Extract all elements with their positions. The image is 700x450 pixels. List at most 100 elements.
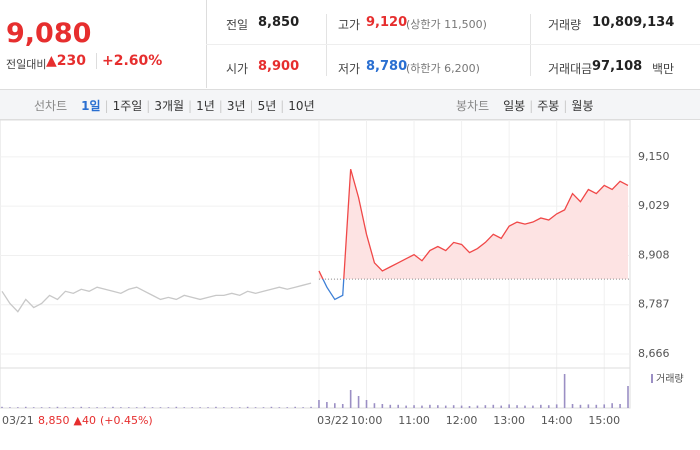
volume-bar (460, 405, 463, 408)
y-tick-label: 8,787 (638, 298, 670, 311)
volume-bar (484, 405, 487, 408)
x-tick-label: 03/21 (2, 414, 34, 427)
tab[interactable]: 1년 (196, 99, 215, 113)
stat-label: 전일 (226, 18, 249, 32)
volume-bar (127, 407, 130, 408)
volume-bar (302, 407, 304, 408)
price-box: 9,080 전일대비 ▲230 +2.60% (0, 0, 207, 88)
volume-bar (603, 404, 606, 408)
prev-line (1, 282, 312, 313)
volume-bar (397, 404, 400, 408)
candle-tabs: 봉차트 일봉 | 주봉 | 월봉 (456, 97, 594, 114)
tab[interactable]: 1주일 (112, 99, 143, 113)
change-rate: +2.60% (96, 53, 162, 69)
volume-bar (500, 405, 503, 408)
volume-bar (230, 407, 233, 408)
price: 9,080 (6, 18, 92, 49)
volume-bar (492, 404, 495, 408)
volume-bar (413, 405, 415, 408)
volume-bar (270, 406, 273, 408)
tab[interactable]: 3개월 (154, 99, 185, 113)
tab[interactable]: 3년 (226, 99, 246, 113)
volume-bar (421, 405, 423, 408)
tab[interactable]: 10년 (288, 99, 315, 113)
volume-bar (207, 407, 209, 408)
volume-bar (587, 404, 590, 408)
volume-bar (294, 406, 296, 408)
volume-bar (286, 407, 289, 408)
volume-bar (555, 404, 558, 408)
y-tick-label: 9,150 (638, 150, 670, 163)
volume-bar (508, 404, 510, 408)
volume-bar (223, 407, 225, 408)
volume-bar (437, 405, 439, 408)
y-tick-label: 8,666 (638, 347, 670, 360)
volume-bar (357, 396, 360, 408)
volume-bar (88, 407, 90, 408)
stat-note: (하한가 6,200) (406, 62, 480, 75)
change: ▲230 (46, 53, 86, 69)
volume-bar (326, 402, 328, 408)
summary-change: ▲40 (74, 414, 96, 427)
stat-value: 97,108 (592, 59, 643, 74)
tab[interactable]: 월봉 (571, 99, 594, 113)
volume-bar (349, 390, 352, 408)
stat-label: 거래대금 (548, 62, 593, 76)
volume-bar (476, 405, 479, 408)
plot-frame (0, 120, 631, 409)
legend-label: 거래량 (656, 373, 684, 385)
volume-bar (40, 407, 43, 408)
volume-bar (56, 406, 59, 408)
divider (326, 14, 327, 76)
x-tick-label: 14:00 (541, 414, 573, 427)
summary-rate: (+0.45%) (100, 414, 153, 427)
today-line (318, 168, 629, 280)
stat-label: 거래량 (548, 18, 582, 32)
volume-bar (524, 405, 526, 408)
volume-bar (579, 404, 582, 408)
stat-label: 저가 (338, 62, 361, 76)
tab[interactable]: 5년 (257, 99, 277, 113)
volume-bar (310, 406, 312, 408)
volume-bar (405, 405, 407, 408)
tab-group-label: 선차트 (34, 99, 68, 113)
volume-bar (159, 407, 162, 408)
volume-bar (365, 400, 368, 408)
volume-bar (167, 407, 170, 408)
area (318, 169, 628, 280)
tab[interactable]: 1일 (81, 99, 101, 113)
volume-bar (104, 407, 106, 408)
tab-separator: | (249, 99, 254, 113)
x-tick-label: 11:00 (398, 414, 430, 427)
tab[interactable]: 주봉 (537, 99, 560, 113)
tab[interactable]: 일봉 (503, 99, 526, 113)
tab-bar: 선차트 1일 | 1주일 | 3개월 | 1년 | 3년 | 5년 | 10년 봉차트 일봉 | 주봉 | 월봉 (0, 89, 700, 120)
volume-bar (262, 407, 265, 408)
stat-value: 9,120 (366, 15, 408, 30)
volume-bar (389, 404, 392, 408)
tab-separator: | (563, 99, 568, 113)
y-tick-label: 9,029 (638, 199, 670, 212)
summary-close: 8,850 (38, 414, 70, 427)
x-tick-label: 10:00 (351, 414, 383, 427)
tab-group-label: 봉차트 (456, 99, 490, 113)
volume-bar (532, 405, 534, 408)
volume-bar (540, 404, 542, 408)
volume-bar (24, 406, 27, 408)
volume-bar (571, 404, 574, 408)
tab-separator: | (104, 99, 109, 113)
volume-bar (611, 403, 613, 408)
volume-bar (595, 404, 598, 408)
divider (206, 44, 700, 45)
volume-bar (1, 406, 3, 408)
line-tabs: 선차트 1일 | 1주일 | 3개월 | 1년 | 3년 | 5년 | 10년 (34, 97, 315, 114)
volume-bar (547, 405, 550, 408)
volume-bar (215, 406, 217, 408)
divider (530, 14, 531, 76)
volume-bar (72, 407, 75, 408)
volume-bar (64, 407, 67, 408)
volume-bar (9, 407, 11, 408)
volume-bar (452, 405, 455, 408)
tab-separator: | (146, 99, 151, 113)
